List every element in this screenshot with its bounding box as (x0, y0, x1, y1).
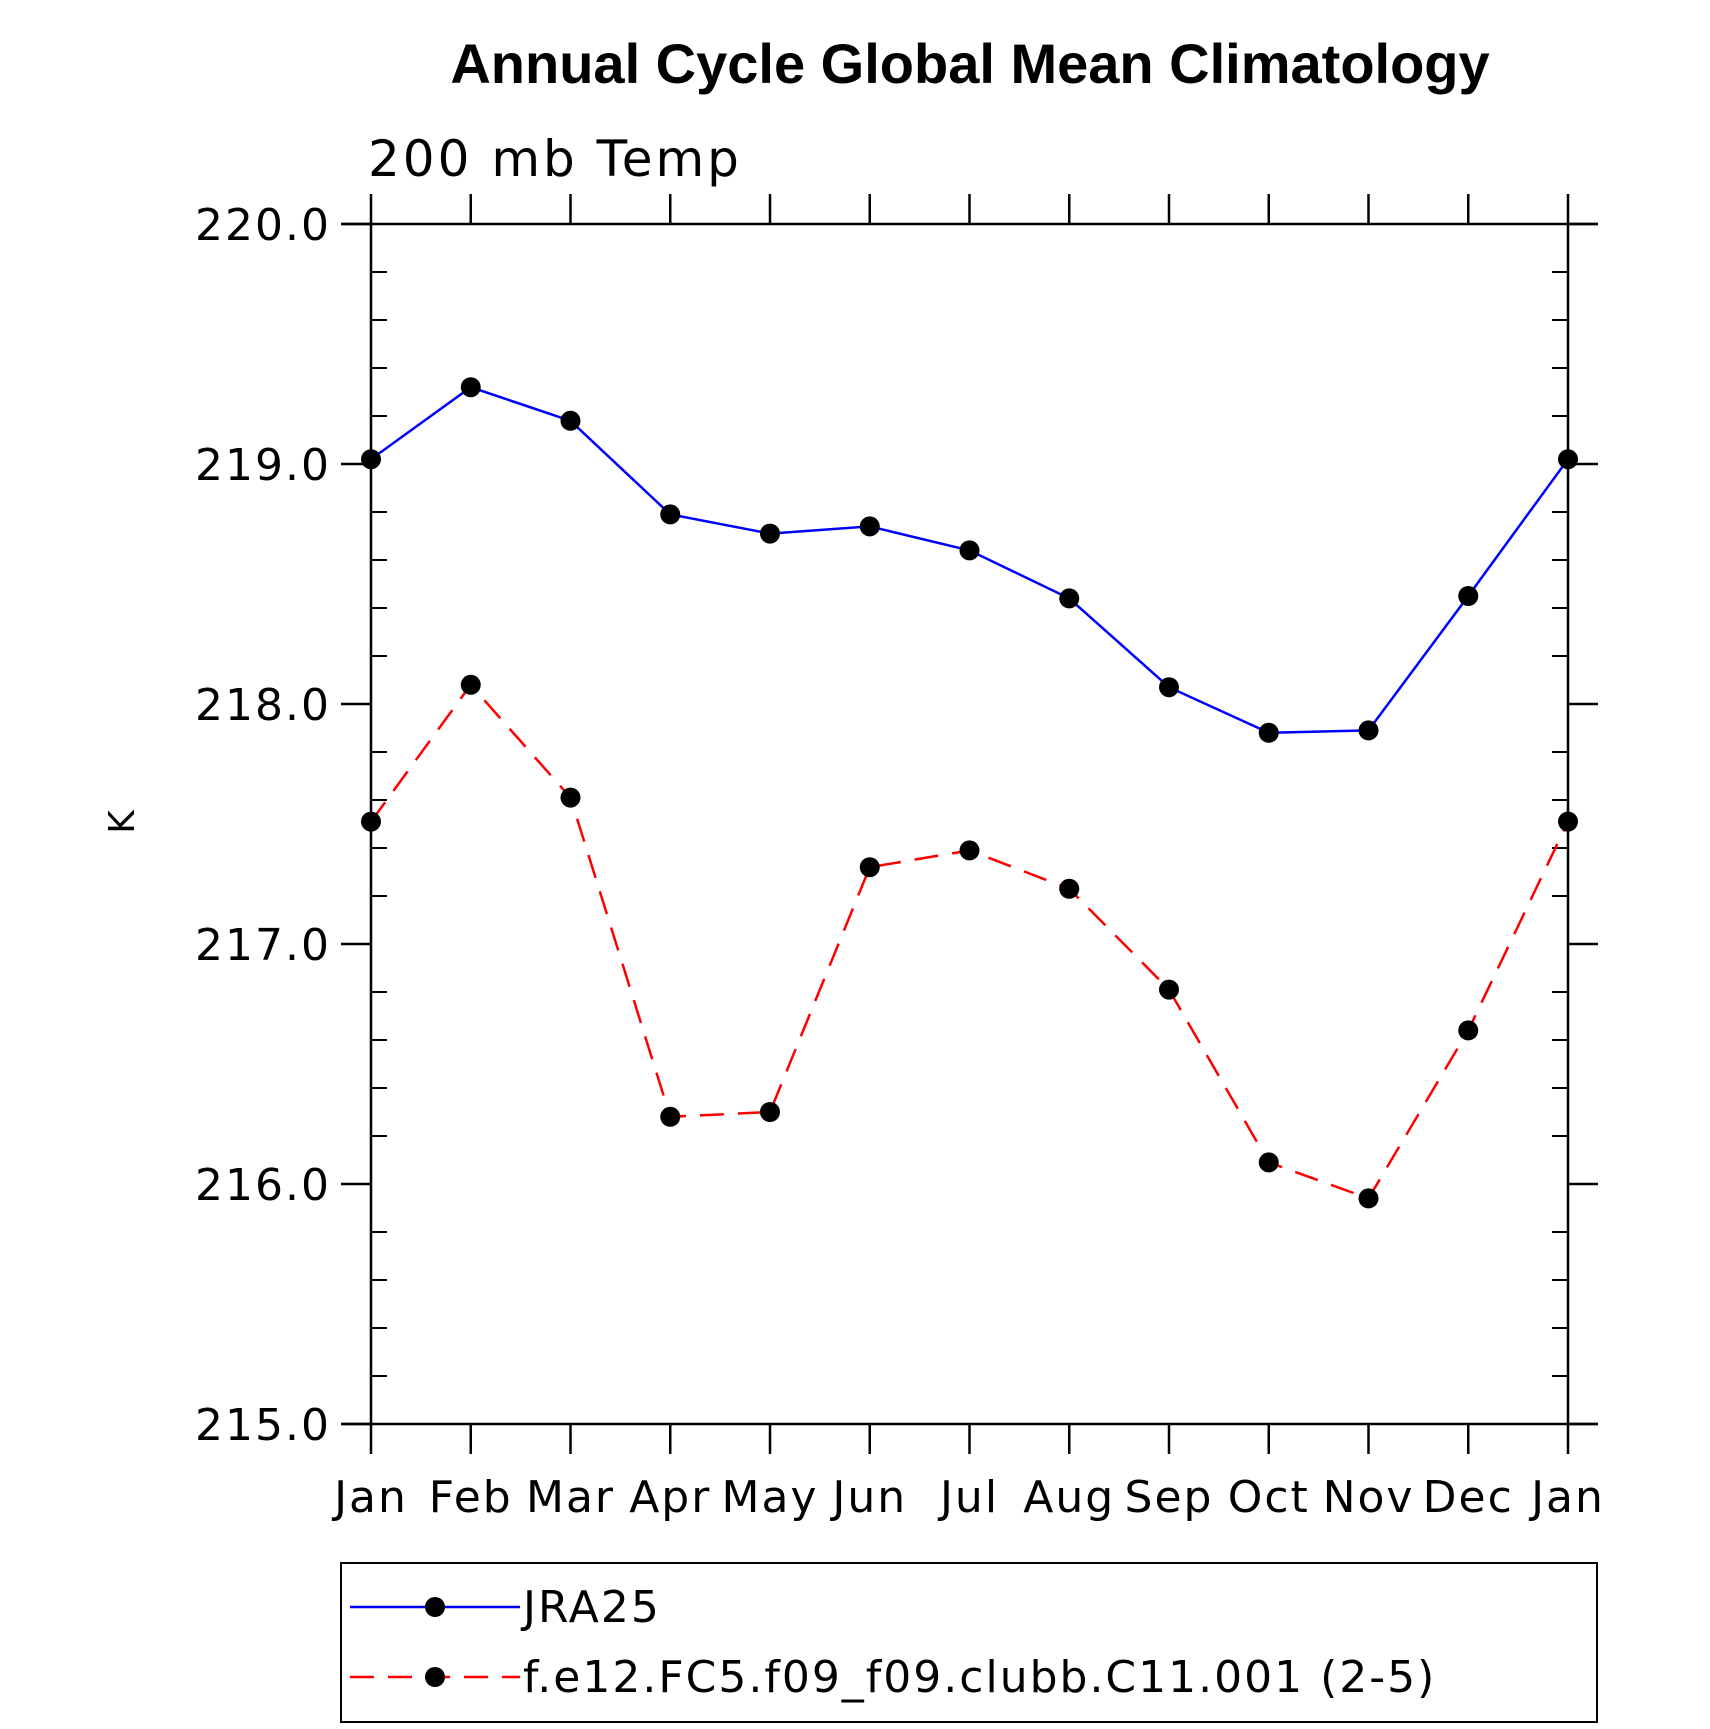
chart-subtitle: 200 mb Temp (368, 130, 742, 188)
data-point (361, 811, 381, 832)
series-layer (361, 377, 1578, 1209)
legend-marker-model (425, 1667, 445, 1687)
y-tick-label: 218.0 (195, 680, 331, 731)
y-tick-label: 219.0 (195, 440, 331, 491)
data-point (760, 523, 780, 544)
series-line-model (369, 682, 1570, 1200)
data-point (460, 674, 481, 695)
y-tick-label: 215.0 (195, 1400, 331, 1451)
data-point (1458, 1020, 1479, 1041)
data-point (859, 516, 880, 537)
data-point (1358, 1188, 1379, 1209)
x-tick-label: Jun (829, 1472, 907, 1523)
legend-label-model: f.e12.FC5.f09_f09.clubb.C11.001 (2-5) (523, 1652, 1436, 1703)
data-point (1258, 1152, 1279, 1173)
data-point (1558, 449, 1578, 470)
data-point (660, 504, 681, 525)
data-point (1059, 878, 1080, 899)
x-tick-label: Sep (1125, 1472, 1214, 1523)
y-tick-label: 217.0 (195, 920, 331, 971)
x-tick-label: Apr (629, 1472, 711, 1523)
data-point (361, 449, 381, 470)
x-tick-label: Jul (937, 1472, 999, 1523)
x-tick-label: May (722, 1472, 819, 1523)
y-tick-label: 216.0 (195, 1160, 331, 1211)
data-point (1159, 677, 1179, 698)
data-point (1159, 979, 1179, 1000)
data-point (1358, 720, 1379, 741)
data-point (460, 377, 481, 398)
legend-marker-jra25 (425, 1597, 445, 1617)
x-tick-label: Oct (1228, 1472, 1310, 1523)
data-point (1059, 588, 1080, 609)
legend-box (340, 1562, 1598, 1723)
axes: 215.0 216.0 217.0 218.0 219.0 220.0 Jan Feb Mar A… (195, 194, 1605, 1523)
data-point (959, 540, 980, 561)
y-tick-label: 220.0 (195, 200, 331, 251)
x-tick-label: Nov (1323, 1472, 1415, 1523)
data-point (859, 857, 880, 878)
data-point (1458, 586, 1479, 606)
data-point (560, 787, 581, 808)
x-tick-label: Jan (331, 1472, 408, 1523)
x-tick-label: Feb (429, 1472, 513, 1523)
y-axis-label: K (102, 809, 143, 834)
data-point (560, 410, 581, 431)
chart-title: Annual Cycle Global Mean Climatology (450, 32, 1489, 95)
data-point (660, 1106, 681, 1127)
data-point (760, 1102, 780, 1122)
x-tick-label: Mar (526, 1472, 615, 1523)
legend-label-jra25: JRA25 (520, 1582, 661, 1633)
data-point (959, 840, 980, 861)
data-point (1258, 722, 1279, 743)
legend: JRA25 f.e12.FC5.f09_f09.clubb.C11.001 (2… (340, 1562, 1598, 1723)
x-tick-label: Jan (1528, 1472, 1605, 1523)
data-point (1558, 811, 1578, 832)
x-tick-label: Aug (1023, 1472, 1115, 1523)
x-tick-label: Dec (1423, 1472, 1514, 1523)
